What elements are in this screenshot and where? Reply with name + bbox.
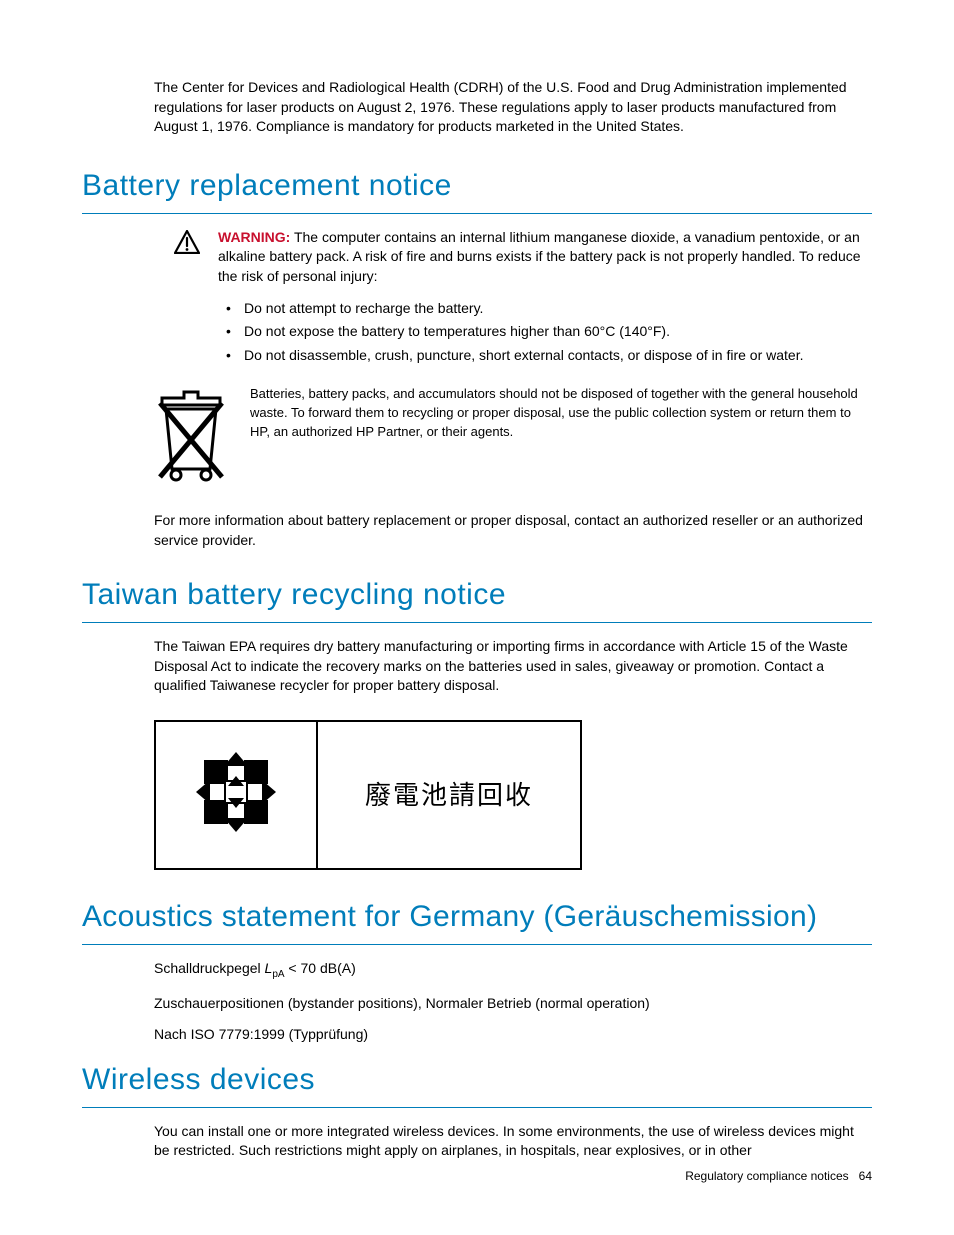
- list-item: Do not expose the battery to temperature…: [226, 322, 872, 342]
- warning-bullet-list: Do not attempt to recharge the battery. …: [226, 299, 872, 366]
- heading-rule: [82, 1107, 872, 1108]
- heading-acoustics: Acoustics statement for Germany (Geräusc…: [82, 896, 872, 938]
- list-item: Do not attempt to recharge the battery.: [226, 299, 872, 319]
- warning-triangle-icon: [174, 230, 200, 260]
- taiwan-recycling-box: 廢電池請回收: [154, 720, 872, 870]
- heading-rule: [82, 622, 872, 623]
- heading-rule: [82, 213, 872, 214]
- recycle-text: Batteries, battery packs, and accumulato…: [250, 385, 872, 442]
- warning-label: WARNING:: [218, 229, 290, 245]
- taiwan-recycling-symbol-cell: [154, 720, 318, 870]
- heading-wireless-devices: Wireless devices: [82, 1059, 872, 1101]
- heading-battery-replacement: Battery replacement notice: [82, 165, 872, 207]
- footer-section: Regulatory compliance notices: [685, 1169, 848, 1183]
- heading-rule: [82, 944, 872, 945]
- taiwan-paragraph: The Taiwan EPA requires dry battery manu…: [154, 637, 872, 696]
- warning-text-container: WARNING: The computer contains an intern…: [218, 228, 872, 287]
- acoustics-line-1: Schalldruckpegel LpA < 70 dB(A): [154, 959, 872, 982]
- taiwan-recycling-text-cell: 廢電池請回收: [318, 720, 582, 870]
- wireless-paragraph: You can install one or more integrated w…: [154, 1122, 872, 1161]
- taiwan-chinese-text: 廢電池請回收: [365, 777, 533, 813]
- acoustics-line-3: Nach ISO 7779:1999 (Typprüfung): [154, 1025, 872, 1045]
- battery-more-info: For more information about battery repla…: [154, 511, 872, 550]
- acoustics-line-2: Zuschauerpositionen (bystander positions…: [154, 994, 872, 1014]
- crossed-bin-icon: [154, 385, 232, 489]
- intro-paragraph: The Center for Devices and Radiological …: [154, 78, 872, 137]
- page-footer: Regulatory compliance notices 64: [685, 1168, 872, 1185]
- acoustics-block: Schalldruckpegel LpA < 70 dB(A) Zuschaue…: [154, 959, 872, 1045]
- heading-taiwan-recycling: Taiwan battery recycling notice: [82, 574, 872, 616]
- recycling-arrows-icon: [190, 746, 282, 844]
- recycle-block: Batteries, battery packs, and accumulato…: [154, 385, 872, 489]
- list-item: Do not disassemble, crush, puncture, sho…: [226, 346, 872, 366]
- warning-block: WARNING: The computer contains an intern…: [174, 228, 872, 287]
- footer-page-number: 64: [859, 1169, 872, 1183]
- warning-body: The computer contains an internal lithiu…: [218, 229, 861, 284]
